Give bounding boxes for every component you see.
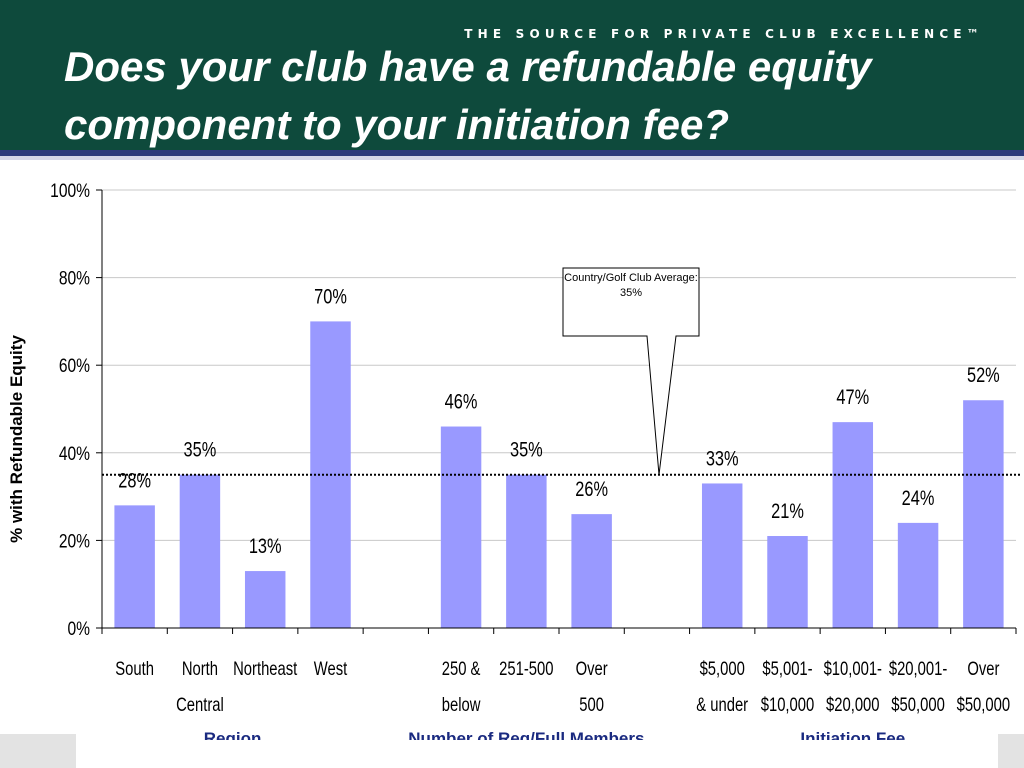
footer-decor-right: [998, 734, 1024, 768]
y-tick-label: 40%: [59, 442, 90, 464]
y-tick-label: 100%: [50, 180, 90, 202]
category-label: $20,001-: [889, 658, 947, 679]
y-tick-label: 0%: [67, 618, 90, 640]
data-label: 24%: [902, 486, 935, 509]
category-label: $20,000: [826, 694, 880, 715]
data-label: 46%: [445, 390, 478, 413]
data-label: 70%: [314, 284, 347, 307]
bar: [179, 474, 221, 628]
bar: [506, 474, 547, 628]
category-label: $50,000: [891, 694, 945, 715]
bar: [767, 536, 808, 628]
category-label: $5,000: [700, 658, 745, 679]
category-label: South: [115, 658, 154, 679]
category-label: 251-500: [499, 658, 553, 679]
category-label: $10,001-: [824, 658, 882, 679]
bar: [897, 522, 939, 628]
bar: [244, 571, 286, 628]
y-tick-label: 60%: [59, 355, 90, 377]
bar: [440, 426, 482, 628]
category-label: $10,000: [761, 694, 815, 715]
bar-chart: 0% 20% 40% 60% 80% 100% 28% South 35% North Centra…: [7, 180, 1020, 740]
data-label: 28%: [118, 468, 151, 491]
average-callout: [562, 267, 700, 475]
category-label: West: [314, 658, 348, 679]
group-label: Initiation Fee: [800, 729, 905, 740]
axes: [96, 189, 1017, 634]
tagline: THE SOURCE FOR PRIVATE CLUB EXCELLENCE™: [464, 27, 984, 41]
category-label: Central: [176, 694, 224, 715]
y-tick-label: 80%: [59, 267, 90, 289]
data-label: 33%: [706, 447, 739, 470]
data-label: 26%: [575, 477, 608, 500]
category-label: below: [442, 694, 481, 715]
category-label: Northeast: [233, 658, 297, 679]
y-tick-label: 20%: [59, 530, 90, 552]
category-label: Over: [576, 658, 608, 679]
slide-title: Does your club have a refundable equity …: [64, 43, 872, 148]
data-label: 52%: [967, 363, 1000, 386]
gridlines: [102, 189, 1016, 541]
data-label: 21%: [771, 499, 804, 522]
header-bar: [0, 0, 1024, 150]
category-label: 250 &: [442, 658, 481, 679]
category-label: $5,001-: [762, 658, 812, 679]
callout-value: 35%: [620, 287, 642, 299]
bar: [963, 400, 1004, 628]
data-label: 35%: [184, 438, 217, 461]
labels: 0% 20% 40% 60% 80% 100% 28% South 35% North Centra…: [7, 180, 1010, 740]
callout-text: Country/Golf Club Average:: [564, 272, 698, 284]
data-label: 35%: [510, 438, 543, 461]
data-label: 13%: [249, 534, 282, 557]
reference-line: Country/Golf Club Average: 35%: [102, 267, 1020, 476]
bar: [701, 483, 743, 628]
bar: [832, 422, 874, 628]
group-label: Region: [204, 729, 262, 740]
header-divider: [0, 150, 1024, 156]
footer-decor-left: [0, 734, 76, 768]
bar: [571, 514, 612, 628]
y-axis-title: % with Refundable Equity: [7, 335, 26, 543]
category-label: $50,000: [957, 694, 1011, 715]
category-label: North: [182, 658, 218, 679]
data-label: 47%: [836, 385, 869, 408]
category-label: Over: [967, 658, 999, 679]
bar: [114, 505, 155, 628]
category-label: 500: [579, 694, 604, 715]
header-divider-light: [0, 156, 1024, 160]
category-label: & under: [696, 694, 748, 715]
group-label: Number of Reg/Full Members: [408, 729, 644, 740]
